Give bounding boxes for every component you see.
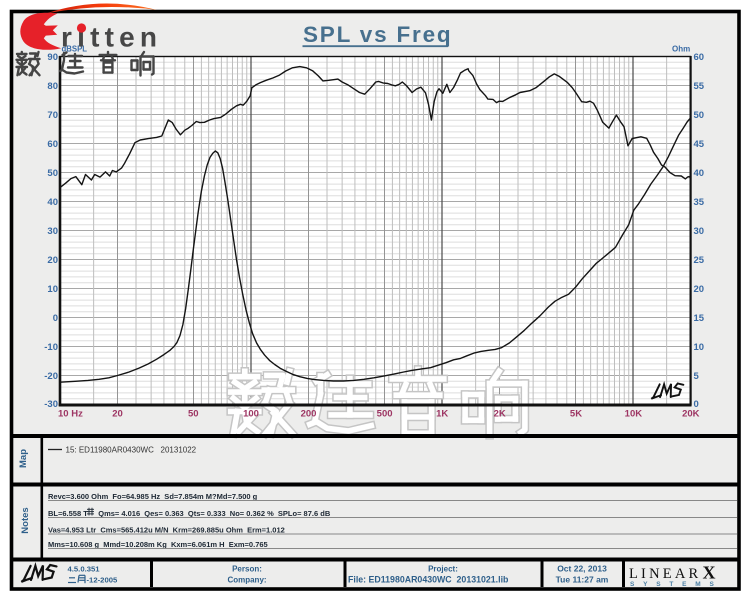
svg-text:Revc=3.600 Ohm Fo=64.985 Hz: Revc=3.600 Ohm Fo=64.985 Hz Sd=7.854m M?…	[48, 492, 258, 501]
svg-text:-10: -10	[44, 342, 58, 353]
svg-text:-30: -30	[44, 399, 58, 410]
svg-text:0: 0	[694, 399, 699, 410]
svg-text:50: 50	[188, 409, 199, 420]
svg-text:500: 500	[377, 409, 393, 420]
svg-text:50: 50	[694, 110, 705, 121]
svg-text:55: 55	[694, 81, 705, 92]
svg-text:15: ED11980AR0430WC 20131022: 15: ED11980AR0430WC 20131022	[66, 446, 197, 455]
svg-text:25: 25	[694, 255, 705, 266]
svg-text:-20: -20	[44, 371, 58, 382]
svg-text:15: 15	[694, 313, 705, 324]
svg-text:Mms=10.608 g Mmd=10.208m Kg: Mms=10.608 g Mmd=10.208m Kg Kxm=6.061m H…	[48, 540, 268, 549]
svg-text:0: 0	[53, 313, 58, 324]
svg-text:20: 20	[47, 255, 58, 266]
svg-text:35: 35	[694, 197, 705, 208]
svg-text:Notes: Notes	[20, 507, 31, 533]
svg-text:X: X	[703, 563, 716, 583]
svg-text:45: 45	[694, 139, 705, 150]
svg-text:Ohm: Ohm	[672, 45, 690, 54]
svg-text:30: 30	[694, 226, 705, 237]
svg-text:90: 90	[47, 52, 58, 63]
svg-text:60: 60	[694, 52, 705, 63]
svg-text:80: 80	[47, 81, 58, 92]
svg-text:Person:: Person:	[232, 565, 262, 574]
svg-text:ritten: ritten	[61, 22, 162, 53]
svg-text:5K: 5K	[570, 409, 582, 420]
svg-text:20K: 20K	[682, 409, 700, 420]
svg-text:10: 10	[47, 284, 58, 295]
svg-text:40: 40	[694, 168, 705, 179]
svg-text:2K: 2K	[494, 409, 506, 420]
svg-text:BL=6.558 T Qms= 4.016 Qes: BL=6.558 T Qms= 4.016 Qes= 0.363 Qts= 0.…	[48, 509, 331, 518]
svg-text:SPL vs Freq: SPL vs Freq	[303, 22, 452, 47]
svg-text:-12-2005: -12-2005	[87, 576, 118, 585]
svg-text:30: 30	[47, 226, 58, 237]
svg-text:1K: 1K	[436, 409, 448, 420]
svg-text:50: 50	[47, 168, 58, 179]
svg-text:4.5.0.351: 4.5.0.351	[68, 565, 101, 574]
svg-text:dBSPL: dBSPL	[62, 45, 88, 54]
svg-text:5: 5	[694, 371, 700, 382]
svg-text:60: 60	[47, 139, 58, 150]
svg-text:100: 100	[243, 409, 259, 420]
svg-text:200: 200	[301, 409, 317, 420]
svg-text:Project:: Project:	[428, 565, 458, 574]
svg-text:Oct 22, 2013: Oct 22, 2013	[557, 564, 607, 574]
svg-text:20: 20	[112, 409, 123, 420]
svg-text:Vas=4.953 Ltr Cms=565.412u M/: Vas=4.953 Ltr Cms=565.412u M/N Krm=269.8…	[48, 526, 285, 535]
svg-text:40: 40	[47, 197, 58, 208]
svg-text:20: 20	[694, 284, 705, 295]
svg-text:Company:: Company:	[227, 576, 266, 585]
svg-text:Map: Map	[18, 449, 29, 468]
svg-text:LINEAR: LINEAR	[629, 566, 701, 582]
svg-text:10 Hz: 10 Hz	[58, 409, 83, 420]
svg-text:SYSTEMS: SYSTEMS	[630, 581, 723, 588]
svg-text:File: ED11980AR0430WC 2013102: File: ED11980AR0430WC 20131021.lib	[348, 575, 509, 585]
svg-text:70: 70	[47, 110, 58, 121]
svg-text:Tue 11:27 am: Tue 11:27 am	[556, 575, 609, 585]
svg-text:10K: 10K	[625, 409, 643, 420]
svg-text:10: 10	[694, 342, 705, 353]
